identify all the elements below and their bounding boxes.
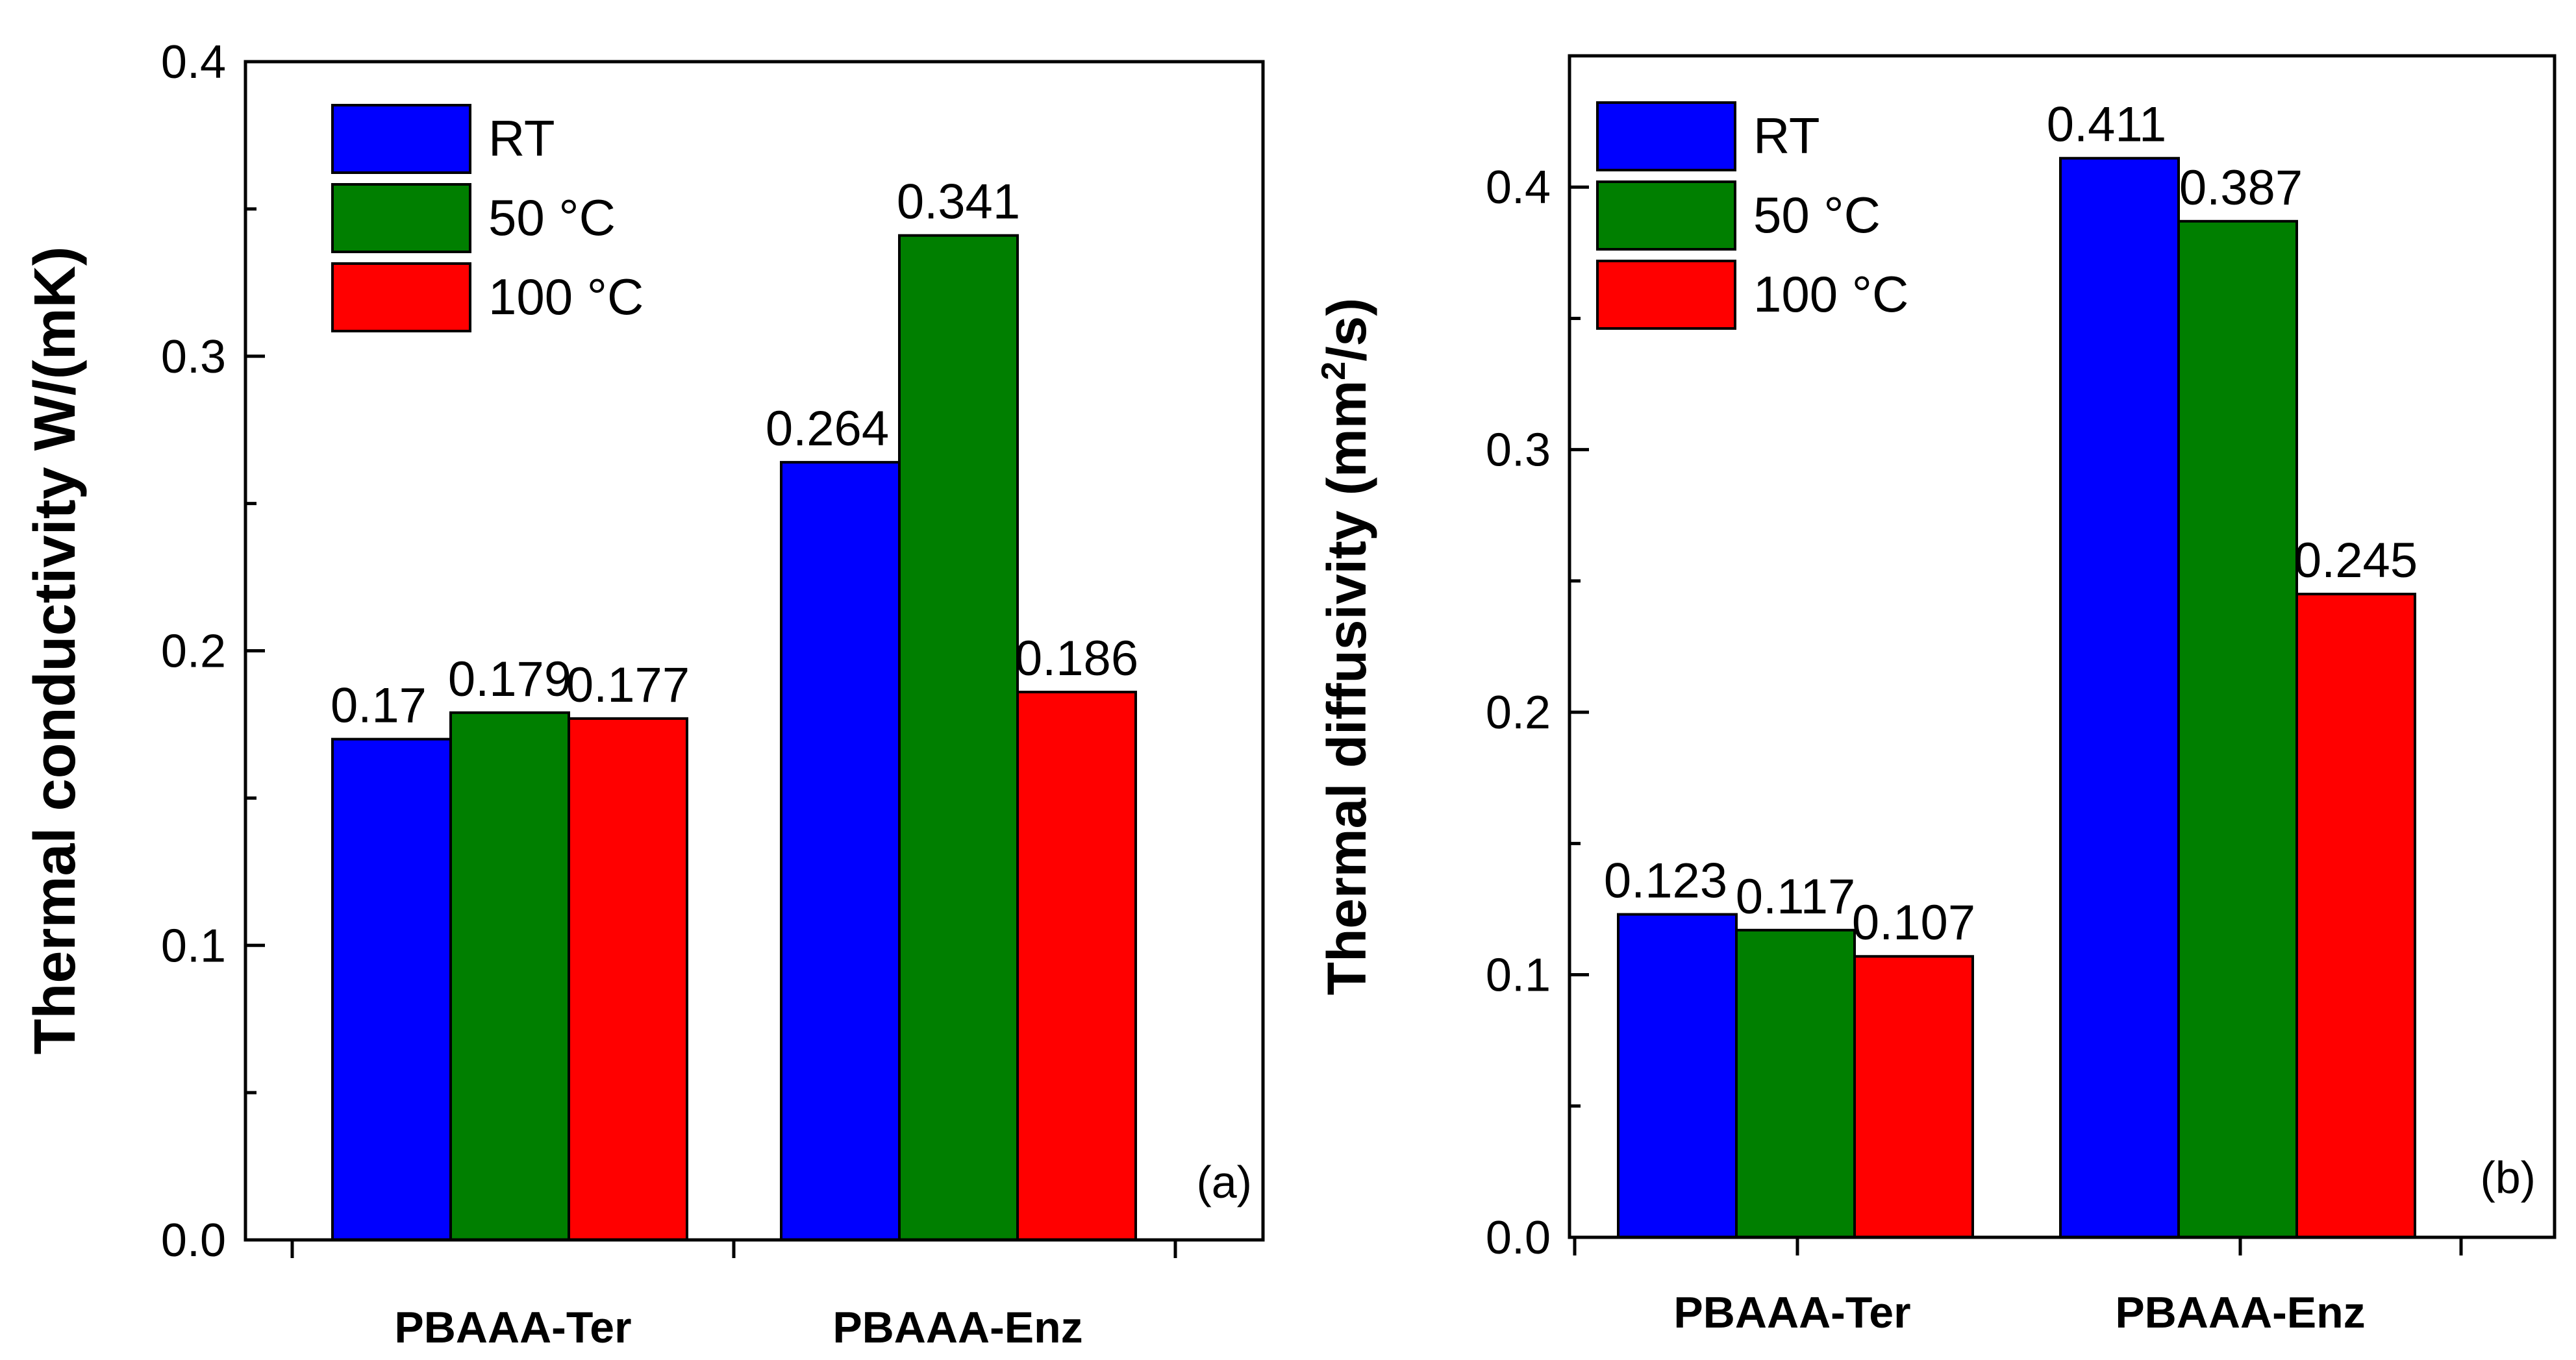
legend-swatch-rt-a [331,104,471,174]
bar-b-g1-s0 [2059,156,2180,1239]
bar-b-g0-s1 [1735,928,1856,1239]
panel-label-b: (b) [2480,1152,2536,1203]
legend-swatch-50c-a [331,183,471,253]
value-label-a-g1-s2: 0.186 [1015,631,1138,686]
value-label-b-g0-s1: 0.117 [1736,869,1856,924]
x-category-label-b-1: PBAAA-Enz [2115,1288,2365,1337]
y-tick-label-b-4: 0.4 [1486,162,1551,214]
y-axis-title-a: Thermal conductivity W/(mK) [23,246,88,1054]
legend-swatch-100c-b [1596,260,1736,330]
y-axis-title-b-main: Thermal diffusivity (mm [1316,380,1377,996]
value-label-a-g0-s2: 0.177 [566,658,690,713]
x-category-label-a-1: PBAAA-Enz [832,1303,1082,1352]
bar-a-g1-s0 [780,461,901,1241]
x-category-label-a-0: PBAAA-Ter [394,1303,631,1352]
legend-swatch-100c-a [331,262,471,332]
y-axis-title-b: Thermal diffusivity (mm2/s) [1315,298,1377,995]
value-label-b-g0-s2: 0.107 [1852,895,1975,950]
bar-b-g1-s2 [2295,593,2416,1239]
legend-label-50c-a: 50 °C [488,189,616,246]
bar-b-g0-s2 [1853,955,1974,1239]
legend-b: RT 50 °C 100 °C [1596,101,1908,330]
bar-a-g0-s0 [331,737,452,1241]
y-axis-title-b-superscript: 2 [1315,362,1353,380]
bar-a-g0-s1 [449,711,570,1241]
bars-layer-b [1617,156,2416,1239]
bar-a-g1-s1 [898,234,1019,1241]
y-tick-label-a-0: 0.0 [161,1215,226,1267]
y-tick-label-a-4: 0.4 [161,36,226,88]
y-axis-title-b-end: /s) [1316,298,1377,362]
legend-swatch-50c-b [1596,180,1736,251]
x-ticks-a [290,1240,1177,1258]
value-label-a-g1-s0: 0.264 [766,401,889,456]
bars-layer-a [331,234,1137,1242]
y-tick-label-a-3: 0.3 [161,331,226,383]
panel-label-a: (a) [1196,1157,1252,1207]
y-tick-label-b-2: 0.2 [1486,687,1551,739]
value-label-b-g1-s1: 0.387 [2179,160,2303,216]
legend-label-rt-a: RT [488,110,555,167]
bar-a-g1-s2 [1016,691,1137,1241]
value-label-b-g0-s0: 0.123 [1604,854,1727,909]
bar-b-g1-s1 [2177,219,2298,1239]
y-tick-label-b-1: 0.1 [1486,950,1551,1002]
value-label-b-g1-s0: 0.411 [2047,97,2167,153]
y-tick-label-b-3: 0.3 [1486,425,1551,476]
y-tick-label-b-0: 0.0 [1486,1212,1551,1264]
legend-swatch-rt-b [1596,101,1736,171]
y-tick-label-a-2: 0.2 [161,626,226,678]
bar-b-g0-s0 [1617,913,1738,1239]
x-category-label-b-0: PBAAA-Ter [1673,1288,1910,1337]
value-label-a-g0-s1: 0.179 [448,652,571,707]
plot-frame-b [1568,54,2557,1239]
y-ticks-a: 0.0 0.1 0.2 0.3 0.4 [161,36,265,1267]
value-label-b-g1-s2: 0.245 [2294,533,2418,588]
value-label-a-g0-s0: 0.17 [331,678,427,734]
y-tick-label-a-1: 0.1 [161,920,226,972]
legend-label-100c-a: 100 °C [488,268,644,325]
x-ticks-b [1573,1237,2463,1255]
y-ticks-b: 0.0 0.1 0.2 0.3 0.4 [1486,162,1589,1264]
legend-label-rt-b: RT [1753,107,1820,164]
legend-a: RT 50 °C 100 °C [331,104,644,332]
bar-a-g0-s2 [568,717,688,1242]
legend-label-100c-b: 100 °C [1753,266,1908,323]
value-label-a-g1-s1: 0.341 [897,175,1020,230]
legend-label-50c-b: 50 °C [1753,186,1881,243]
